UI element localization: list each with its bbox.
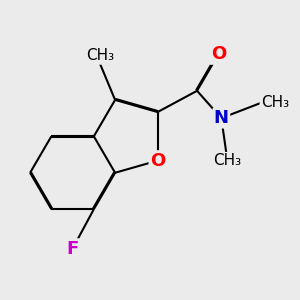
Text: F: F — [67, 240, 79, 258]
Text: CH₃: CH₃ — [213, 153, 242, 168]
Text: O: O — [211, 45, 226, 63]
Text: CH₃: CH₃ — [261, 95, 289, 110]
Text: O: O — [150, 152, 165, 169]
Text: CH₃: CH₃ — [86, 49, 114, 64]
Text: N: N — [214, 109, 229, 127]
